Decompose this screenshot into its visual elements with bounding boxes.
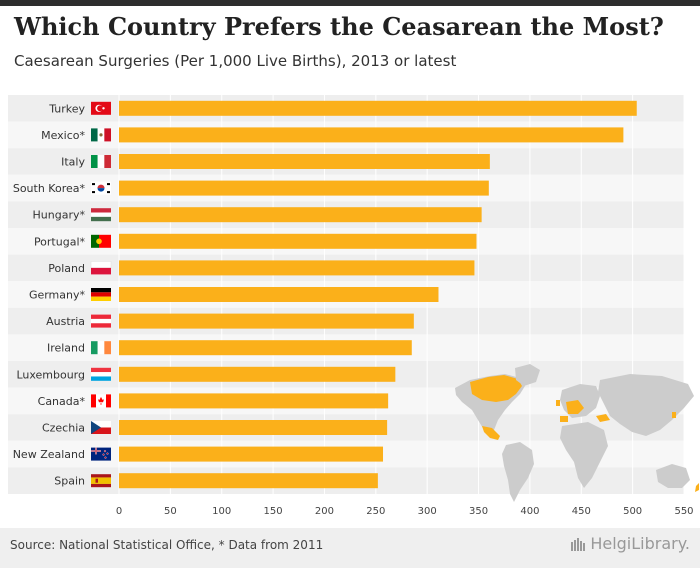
map-europe-highlight	[566, 400, 584, 414]
map-ireland	[556, 400, 560, 406]
category-label: Italy	[61, 156, 85, 169]
new-zealand-flag-icon	[91, 447, 111, 461]
map-spain	[560, 416, 568, 422]
luxembourg-flag-icon	[91, 367, 111, 381]
category-label: Austria	[46, 315, 85, 328]
map-africa	[560, 422, 608, 488]
x-tick-label: 300	[418, 506, 437, 517]
x-tick-label: 200	[315, 506, 334, 517]
category-label: Germany*	[29, 289, 86, 302]
map-new-zealand	[695, 483, 699, 492]
bar	[119, 393, 389, 409]
footer: Source: National Statistical Office, * D…	[0, 528, 700, 568]
turkey-flag-icon	[91, 101, 111, 115]
bar	[119, 127, 624, 143]
x-tick-label: 450	[572, 506, 591, 517]
x-tick-label: 400	[520, 506, 539, 517]
x-tick-label: 350	[469, 506, 488, 517]
chart-subtitle: Caesarean Surgeries (Per 1,000 Live Birt…	[14, 52, 457, 70]
czechia-flag-icon	[91, 421, 111, 434]
category-label: New Zealand	[13, 448, 85, 461]
category-label: Hungary*	[33, 209, 86, 222]
flags	[90, 101, 112, 488]
source-note: Source: National Statistical Office, * D…	[10, 538, 324, 552]
bar	[119, 287, 439, 302]
world-map	[455, 364, 699, 502]
map-australia	[656, 464, 690, 488]
category-label: Mexico*	[41, 129, 85, 142]
x-tick-label: 50	[164, 506, 177, 517]
hungary-flag-icon	[91, 208, 111, 222]
portugal-flag-icon	[91, 234, 111, 248]
bar	[119, 313, 414, 329]
south-korea-flag-icon	[91, 181, 111, 195]
category-label: Ireland	[47, 342, 85, 355]
x-tick-label: 500	[623, 506, 642, 517]
category-label: Czechia	[42, 422, 85, 435]
category-label: Canada*	[38, 395, 86, 408]
italy-flag-icon	[91, 155, 111, 168]
bar	[119, 420, 388, 435]
canada-flag-icon	[91, 394, 111, 408]
map-korea	[672, 412, 676, 418]
x-tick-label: 150	[264, 506, 283, 517]
map-turkey	[596, 414, 610, 422]
ireland-flag-icon	[91, 341, 111, 355]
bar	[119, 446, 384, 462]
map-greenland	[515, 364, 540, 386]
category-label: South Korea*	[13, 182, 86, 195]
x-tick-label: 250	[366, 506, 385, 517]
bar	[119, 473, 378, 489]
bar	[119, 366, 396, 382]
category-label: Spain	[54, 475, 85, 488]
bar	[119, 260, 475, 276]
category-label: Luxembourg	[16, 368, 85, 381]
bar	[119, 100, 637, 116]
mexico-flag-icon	[91, 128, 111, 142]
bar	[119, 180, 489, 196]
map-asia	[598, 374, 694, 436]
chart-title: Which Country Prefers the Ceasarean the …	[14, 12, 664, 41]
brand-text: HelgiLibrary.	[590, 534, 690, 553]
austria-flag-icon	[91, 314, 111, 328]
map-canada	[470, 375, 522, 402]
x-tick-label: 0	[116, 506, 122, 517]
x-tick-labels: 0 50 100 150 200 250 300 350 400 450 500 550	[116, 506, 694, 517]
bar-chart: Turkey Mexico* Italy South Korea* Hungary* Po…	[8, 95, 699, 517]
map-mexico	[482, 426, 500, 440]
germany-flag-icon	[91, 288, 111, 301]
category-label: Portugal*	[34, 235, 86, 248]
category-labels: Turkey Mexico* Italy South Korea* Hungary* Po…	[13, 102, 86, 487]
bar	[119, 233, 477, 249]
x-tick-label: 100	[212, 506, 231, 517]
bar	[119, 207, 482, 223]
x-tick-label: 550	[674, 506, 693, 517]
bars	[119, 100, 637, 489]
poland-flag-icon	[90, 261, 112, 275]
spain-flag-icon	[91, 474, 111, 488]
library-icon	[571, 537, 586, 551]
brand-logo: HelgiLibrary.	[570, 534, 690, 553]
top-bar	[0, 0, 700, 6]
category-label: Poland	[48, 262, 85, 275]
bar	[119, 340, 412, 356]
map-south-america	[502, 442, 534, 502]
bar	[119, 154, 490, 169]
category-label: Turkey	[48, 102, 85, 115]
